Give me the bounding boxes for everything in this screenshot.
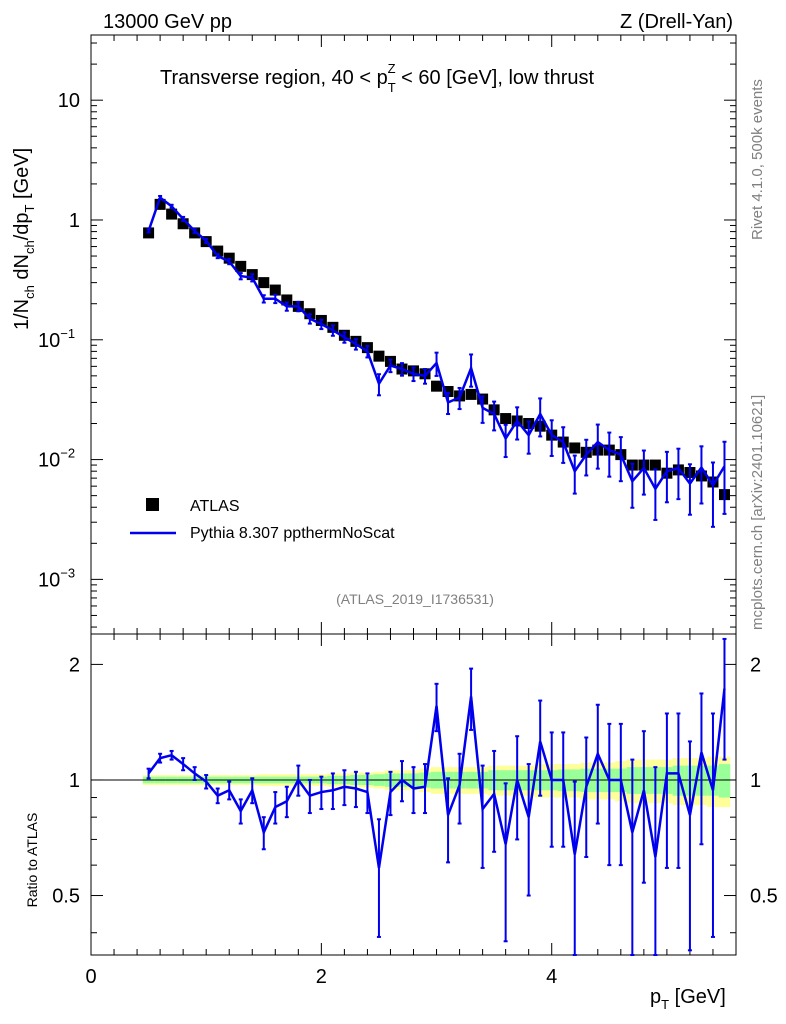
atlas-data-point bbox=[177, 218, 189, 230]
pythia-line bbox=[147, 195, 726, 492]
x-axis-label: pT [GeV] bbox=[650, 986, 726, 1012]
ratio-y-tick-label: 1 bbox=[69, 770, 80, 792]
atlas-data-point bbox=[258, 277, 270, 289]
region-title-sup: Z bbox=[388, 61, 396, 76]
atlas-data-point bbox=[235, 260, 247, 272]
y-tick-label: 1 bbox=[69, 210, 80, 232]
atlas-data-point bbox=[373, 350, 385, 362]
ratio-y-tick-label-right: 0.5 bbox=[750, 886, 778, 908]
energy-label: 13000 GeV pp bbox=[103, 11, 232, 33]
atlas-data-point bbox=[431, 380, 443, 392]
ratio-y-tick-label: 0.5 bbox=[52, 886, 80, 908]
legend-data-label: ATLAS bbox=[190, 498, 240, 515]
atlas-data-point bbox=[465, 388, 477, 400]
y-axis-label-top: 1/Nch dNch/dpT [GeV] bbox=[11, 148, 37, 330]
x-tick-label: 2 bbox=[316, 966, 327, 988]
ratio-y-tick-label-right: 1 bbox=[750, 770, 761, 792]
pythia-mc-series bbox=[146, 194, 727, 528]
atlas-data-point bbox=[269, 284, 281, 296]
atlas-data-point bbox=[442, 386, 454, 398]
y-axis-label-bottom: Ratio to ATLAS bbox=[24, 813, 40, 908]
axis-ticks: 0 2 4 10 1 10−1 10−2 10−3 2 2 1 1 0.5 0.5 bbox=[38, 35, 778, 988]
band-inner-bin bbox=[718, 764, 731, 798]
legend-mc-label: Pythia 8.307 ppthermNoScat bbox=[190, 525, 395, 542]
atlas-data-point bbox=[154, 198, 166, 210]
legend: ATLAS Pythia 8.307 ppthermNoScat bbox=[130, 498, 395, 542]
atlas-data-point bbox=[569, 442, 581, 454]
legend-data-marker bbox=[146, 498, 159, 511]
x-tick-label: 0 bbox=[85, 966, 96, 988]
ratio-series bbox=[146, 637, 727, 956]
region-title-post: < 60 [GeV], low thrust bbox=[396, 67, 595, 89]
region-title: Transverse region, 40 < pTZ < 60 [GeV], … bbox=[160, 61, 594, 95]
analysis-id: (ATLAS_2019_I1736531) bbox=[336, 591, 494, 607]
ratio-y-tick-label-right: 2 bbox=[750, 654, 761, 676]
atlas-data-point bbox=[649, 459, 661, 471]
mcplots-note: mcplots.cern.ch [arXiv:2401.10621] bbox=[749, 395, 766, 630]
region-title-pre: Transverse region, 40 < p bbox=[160, 67, 388, 89]
y-tick-label: 10−1 bbox=[38, 326, 75, 352]
region-title-sub: T bbox=[388, 80, 396, 95]
y-tick-label: 10−2 bbox=[38, 446, 75, 472]
atlas-data-point bbox=[212, 245, 224, 257]
atlas-data-points bbox=[143, 198, 730, 501]
plot-frames bbox=[90, 34, 737, 956]
process-label: Z (Drell-Yan) bbox=[620, 11, 733, 33]
atlas-data-point bbox=[500, 413, 512, 425]
main-plot-frame bbox=[90, 34, 737, 635]
x-tick-label: 4 bbox=[546, 966, 557, 988]
rivet-note: Rivet 4.1.0, 500k events bbox=[749, 79, 766, 240]
y-tick-label: 10−3 bbox=[38, 565, 75, 591]
atlas-data-point bbox=[166, 208, 178, 220]
ratio-y-tick-label: 2 bbox=[69, 654, 80, 676]
atlas-data-point bbox=[281, 294, 293, 306]
y-tick-label: 10 bbox=[58, 90, 80, 112]
